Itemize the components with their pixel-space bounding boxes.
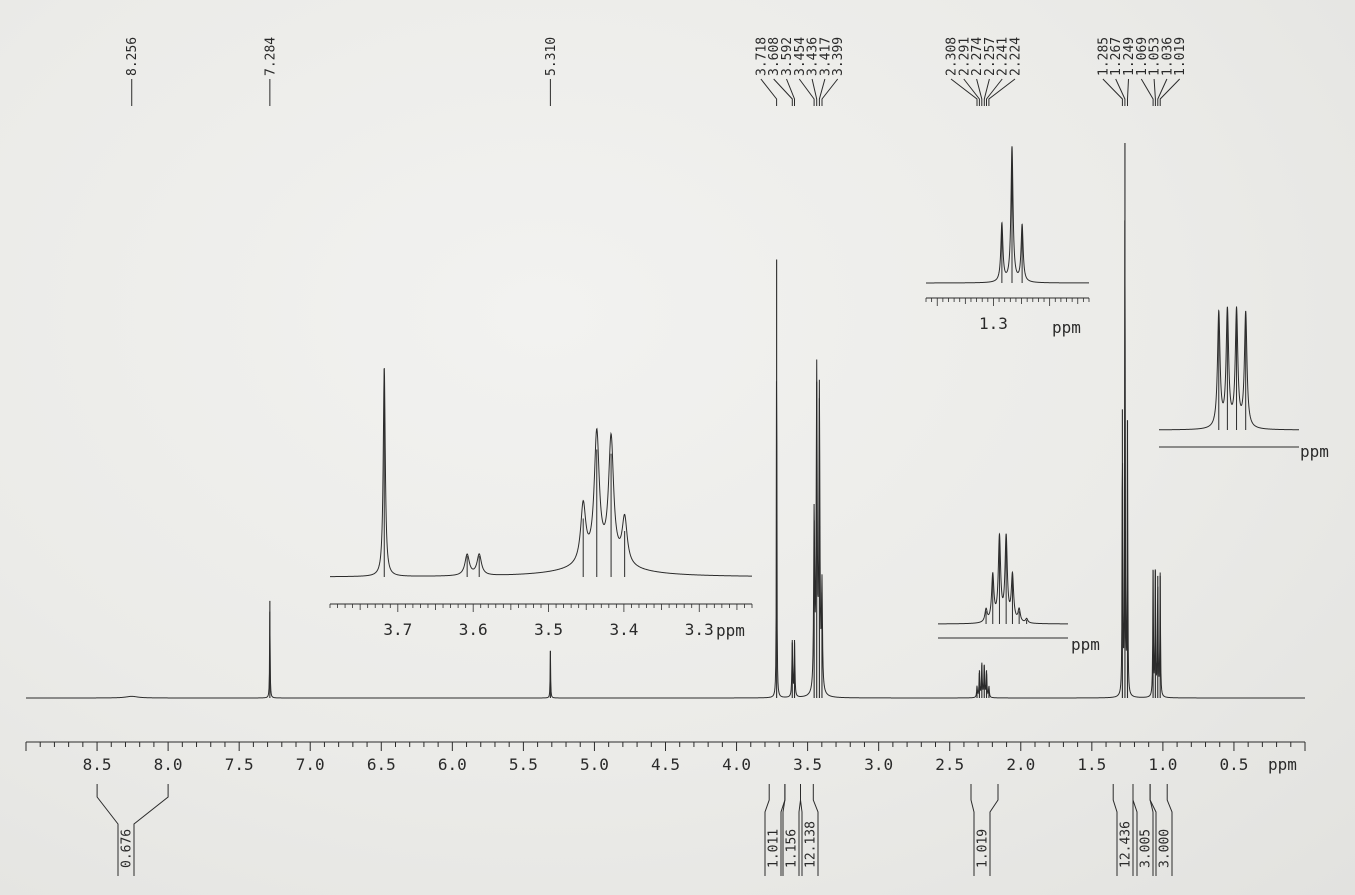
main-axis-tick-label: 6.0 <box>438 755 467 774</box>
inset-unit-label: ppm <box>1300 442 1329 461</box>
main-axis-tick-label: 3.0 <box>864 755 893 774</box>
main-axis-tick-label: 6.5 <box>367 755 396 774</box>
peak-label: 2.224 <box>1009 37 1024 76</box>
inset-tick-label: 3.3 <box>685 620 714 639</box>
inset-trace <box>330 369 752 577</box>
inset-tick-label: 1.3 <box>979 314 1008 333</box>
inset-1.3-ppm-triplet: 1.3 ppm <box>926 146 1089 337</box>
spectrum-trace <box>26 220 1305 698</box>
integral-label: 3.005 <box>1139 829 1154 868</box>
integral-label: 1.019 <box>976 829 991 868</box>
peak-label-line <box>822 79 838 106</box>
main-axis-tick-label: 1.5 <box>1077 755 1106 774</box>
integral-label: 1.156 <box>785 829 800 868</box>
peak-label: 3.399 <box>831 37 846 76</box>
integral-label: 12.138 <box>804 821 819 868</box>
main-axis-tick-label: 8.0 <box>154 755 183 774</box>
inset-trace <box>926 146 1089 283</box>
main-axis-tick-label: 0.5 <box>1219 755 1248 774</box>
peak-label-line <box>1128 79 1129 106</box>
peak-label-line <box>1160 79 1180 106</box>
inset-tick-label: 3.7 <box>383 620 412 639</box>
peak-labels: 8.256 7.284 5.310 3.7183.6083.5923.4543.436… <box>125 37 1188 106</box>
inset-tick-label: 3.4 <box>609 620 638 639</box>
integral-label: 1.011 <box>767 829 782 868</box>
integral-labels: 0.676 1.011 1.156 12.138 1.019 12.436 3.005 3.0… <box>97 784 1172 876</box>
main-axis-unit-label: ppm <box>1268 755 1297 774</box>
peak-label: 1.019 <box>1173 37 1188 76</box>
main-axis-tick-label: 2.5 <box>935 755 964 774</box>
inset-tick-label: 3.5 <box>534 620 563 639</box>
main-axis-tick-label: 8.5 <box>83 755 112 774</box>
integral-bracket <box>801 784 803 876</box>
inset-unit-label: ppm <box>1071 635 1100 654</box>
integral-bracket <box>1133 784 1137 876</box>
inset-1.0-ppm-multiplet: ppm <box>1159 307 1329 461</box>
peak-label-line <box>799 79 814 106</box>
main-axis-tick-label: 1.0 <box>1148 755 1177 774</box>
main-ppm-axis: 8.5 8.0 7.5 7.0 6.5 6.0 5.5 5.0 4.5 4.0 3.5 3.0 2.5 2… <box>26 742 1305 774</box>
integral-bracket <box>1113 784 1117 876</box>
integral-bracket <box>97 784 118 876</box>
main-spectrum <box>26 143 1305 698</box>
main-axis-tick-label: 7.0 <box>296 755 325 774</box>
inset-3.7-3.3-ppm: 3.7 3.6 3.5 3.4 3.3 ppm <box>330 368 752 640</box>
main-axis-tick-label: 7.5 <box>225 755 254 774</box>
peak-label: 8.256 <box>125 37 140 76</box>
main-axis-tick-label: 2.0 <box>1006 755 1035 774</box>
inset-trace <box>1159 307 1299 430</box>
peak-label-line <box>761 79 777 106</box>
main-axis-tick-label: 5.5 <box>509 755 538 774</box>
peak-label-line <box>951 79 977 106</box>
peak-label-line <box>1154 79 1155 106</box>
inset-unit-label: ppm <box>1052 318 1081 337</box>
integral-bracket <box>990 784 998 876</box>
peak-label-line <box>1158 79 1167 106</box>
integral-bracket <box>971 784 974 876</box>
inset-tick-label: 3.6 <box>459 620 488 639</box>
integral-label: 12.436 <box>1119 821 1134 868</box>
integral-label: 0.676 <box>120 829 135 868</box>
peak-label: 7.284 <box>263 37 278 76</box>
main-axis-tick-label: 4.5 <box>651 755 680 774</box>
peak-label-line <box>1116 79 1125 106</box>
peak-label: 5.310 <box>544 37 559 76</box>
inset-2.3-ppm-multiplet: ppm <box>938 534 1100 654</box>
inset-unit-label: ppm <box>716 621 745 640</box>
main-axis-tick-label: 5.0 <box>580 755 609 774</box>
peak-label-line <box>787 79 795 106</box>
inset-trace <box>938 534 1068 624</box>
integral-bracket <box>134 784 168 876</box>
integral-label: 3.000 <box>1158 829 1173 868</box>
main-axis-tick-label: 4.0 <box>722 755 751 774</box>
peak-label-line <box>989 79 1015 106</box>
peak-label-line <box>1141 79 1153 106</box>
peak-label-line <box>1103 79 1123 106</box>
main-axis-tick-label: 3.5 <box>793 755 822 774</box>
